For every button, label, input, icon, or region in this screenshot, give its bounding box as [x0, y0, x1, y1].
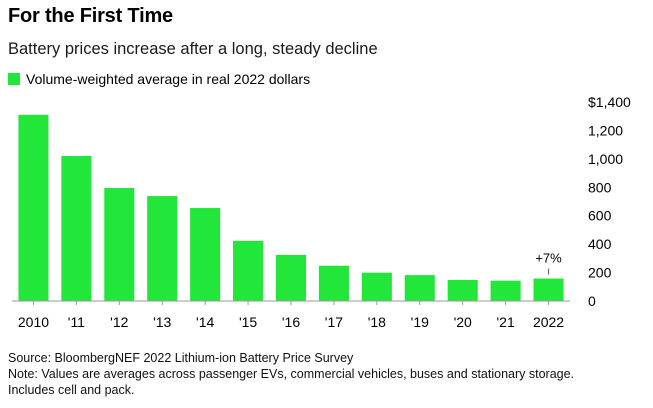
x-tick-label: '20: [454, 314, 472, 330]
x-tick-label: '19: [411, 314, 429, 330]
annotation-label: +7%: [535, 251, 562, 266]
bar: [404, 275, 435, 301]
x-tick-label: 2022: [533, 314, 564, 330]
bar: [104, 187, 135, 301]
y-tick-label: 0: [588, 293, 596, 309]
y-tick-label: 800: [588, 179, 612, 195]
chart-footer: Source: BloombergNEF 2022 Lithium-ion Ba…: [8, 350, 648, 398]
bar: [490, 280, 521, 301]
bar: [447, 279, 478, 301]
bar: [233, 240, 264, 301]
chart-title: For the First Time: [8, 5, 173, 27]
x-tick-label: '11: [68, 314, 85, 330]
bar: [190, 208, 221, 301]
x-tick-label: 2010: [18, 314, 49, 330]
bar: [147, 196, 178, 301]
bar: [61, 156, 92, 301]
y-tick-label: 1,200: [588, 122, 623, 138]
y-tick-label: $1,400: [588, 94, 631, 110]
x-tick-label: '13: [153, 314, 171, 330]
y-tick-label: 1,000: [588, 151, 623, 167]
note-line-1: Note: Values are averages across passeng…: [8, 367, 575, 381]
legend-swatch: [8, 73, 20, 85]
bar: [361, 272, 392, 301]
x-tick-label: '18: [368, 314, 386, 330]
x-tick-label: '17: [325, 314, 343, 330]
bar-chart: 0 200 400 600 800 1,000 1,200 $1,400 2010 '11 '12 '…: [12, 94, 631, 330]
bar: [318, 265, 349, 301]
y-tick-label: 600: [588, 208, 612, 224]
x-tick-label: '21: [496, 314, 514, 330]
x-tick-label: '15: [239, 314, 257, 330]
bar: [533, 278, 564, 301]
note-line-2: Includes cell and pack.: [8, 383, 135, 397]
bar: [275, 254, 307, 301]
source-note: Source: BloombergNEF 2022 Lithium-ion Ba…: [8, 351, 354, 365]
y-tick-label: 400: [588, 236, 612, 252]
x-tick-label: '14: [196, 314, 214, 330]
legend-label: Volume-weighted average in real 2022 dol…: [26, 71, 311, 87]
legend: Volume-weighted average in real 2022 dol…: [8, 71, 310, 87]
bar: [18, 114, 49, 302]
chart-subtitle: Battery prices increase after a long, st…: [8, 40, 378, 58]
x-tick-label: '12: [110, 314, 128, 330]
x-tick-label: '16: [282, 314, 300, 330]
y-tick-label: 200: [588, 265, 612, 281]
